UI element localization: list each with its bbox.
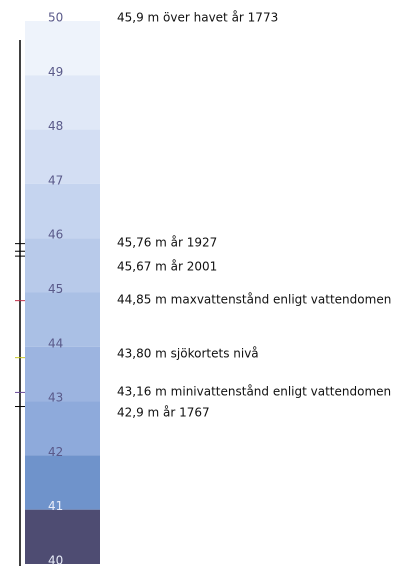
level-label: 46 [48,228,63,242]
level-label: 47 [48,173,63,187]
level-band [25,183,100,239]
level-band [25,346,100,402]
level-band [25,509,100,564]
level-band [25,21,100,76]
level-band [25,401,100,456]
annotation-text: 42,9 m år 1767 [117,406,210,420]
annotation-text: 44,85 m maxvattenstånd enligt vattendome… [117,293,391,307]
level-band [25,292,100,347]
level-label: 50 [48,11,63,25]
level-label: 44 [48,336,63,350]
level-label: 48 [48,119,63,133]
level-band [25,75,100,130]
level-label: 42 [48,445,63,459]
level-label: 41 [48,499,63,513]
annotation-text: 43,80 m sjökortets nivå [117,347,259,361]
level-band [25,238,100,293]
level-band [25,455,100,510]
annotation-text: 43,16 m minivattenstånd enligt vattendom… [117,385,391,399]
level-label: 45 [48,282,63,296]
annotation-text: 45,76 m år 1927 [117,236,217,250]
level-band [25,129,100,184]
annotation-text: 45,9 m över havet år 1773 [117,11,278,25]
annotation-text: 45,67 m år 2001 [117,260,217,274]
level-label: 40 [48,554,63,566]
level-label: 49 [48,65,63,79]
level-label: 43 [48,391,63,405]
